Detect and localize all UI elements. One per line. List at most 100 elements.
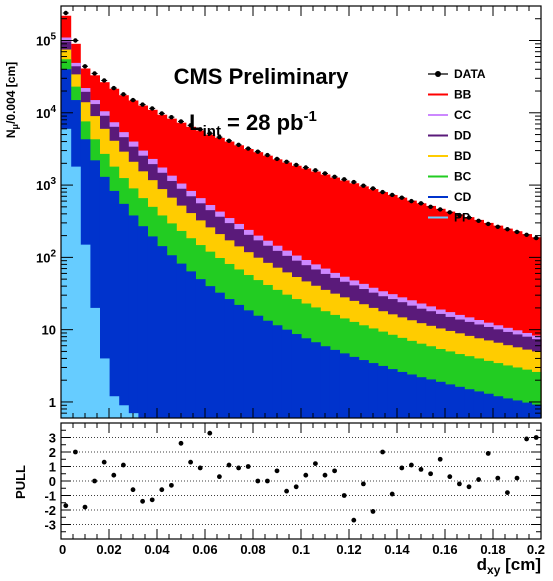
x-axis-title: dxy [cm] [477,555,541,577]
ylabel-rest: /0.004 [cm] [4,62,18,124]
data-point [428,204,433,210]
data-point [255,149,260,154]
bar-cd [118,203,129,418]
data-point [92,71,97,76]
data-point [438,207,443,212]
pull-y-tick-label: -1 [44,489,56,504]
bar-pp [118,405,129,418]
pull-point [73,449,78,455]
data-point [361,183,366,188]
pull-y-axis-title: PULL [13,465,28,499]
data-point [457,212,462,218]
ylabel-base: N [4,129,18,138]
x-tick-label: 0.14 [384,542,410,557]
pull-point [197,465,203,471]
legend: DATA BB CC DD BD BC CD PP [428,67,486,225]
x-tick-label: 0.16 [432,542,457,557]
data-point [207,131,212,136]
data-points [62,10,540,241]
data-point [217,134,222,140]
data-point [351,179,356,185]
pull-point [418,467,424,472]
bar-bc [512,367,523,418]
bar-cd [493,396,504,418]
bar-bc [531,371,542,418]
legend-entry-data: DATA [428,67,486,81]
pull-point [82,504,88,510]
pull-point [351,517,357,523]
pull-point [217,474,222,480]
bar-cd [301,338,312,418]
data-point [476,218,481,224]
y-tick-label: 102 [36,248,56,265]
pull-point [207,430,213,436]
data-point [380,189,385,195]
bar-cd [224,299,235,418]
pull-point [370,509,376,514]
data-point [265,152,270,158]
bar-bb [502,228,513,418]
data-point [390,192,395,198]
bar-pp [99,358,110,418]
data-point [102,78,107,83]
bar-cd [521,402,532,418]
x-tick-label: 0.2 [527,542,545,557]
bar-pp [70,166,81,418]
bar-bc [483,360,494,418]
data-point [495,224,500,229]
legend-entry-bb: BB [428,88,472,102]
bar-cd [435,381,446,418]
data-point [82,64,88,69]
y-tick-base: 10 [36,250,50,265]
data-point [236,142,241,148]
bar-cd [272,325,283,418]
bar-cd [233,304,244,418]
bar-cd [397,371,408,418]
data-point [150,106,155,111]
pull-point [332,468,337,474]
lumi-base: L [189,110,202,135]
legend-entry-cc: CC [428,108,472,122]
legend-label: BD [454,149,472,163]
pull-point [466,484,472,490]
pull-point [265,478,270,484]
y-tick-exp: 4 [50,104,56,115]
data-point [169,114,174,120]
pull-point [361,481,366,487]
data-point [226,138,232,143]
bar-cd [339,353,350,418]
y-tick-label: 1 [49,395,56,410]
y-tick-label: 105 [36,31,56,48]
data-point [322,171,328,176]
legend-label: DATA [454,67,486,81]
bar-cd [512,400,523,418]
data-point [514,229,520,235]
bar-cd [406,374,417,418]
pull-y-tick-label: -3 [44,518,56,533]
pull-point [505,490,510,495]
bar-cd [253,315,264,418]
lumi-sub: int [203,123,221,140]
lumi-mid: = 28 pb [221,110,304,135]
data-point [447,210,452,215]
pull-point [284,488,289,494]
data-point [505,227,510,232]
pull-point [255,478,261,484]
bar-cd [176,263,187,418]
pull-point [409,462,414,468]
bar-bc [493,363,504,418]
legend-entry-pp: PP [428,211,470,225]
x-tick-label: 0.02 [96,542,121,557]
chart-title: CMS Preliminary [174,64,350,89]
bar-cd [262,320,273,418]
x-tick-label: 0.06 [192,542,217,557]
xlabel-rest: [cm] [500,555,541,574]
data-point [140,102,145,107]
data-point [130,97,136,103]
lumi-sup: -1 [303,108,316,125]
y-tick-exp: 5 [50,31,56,42]
bar-bc [521,369,532,418]
